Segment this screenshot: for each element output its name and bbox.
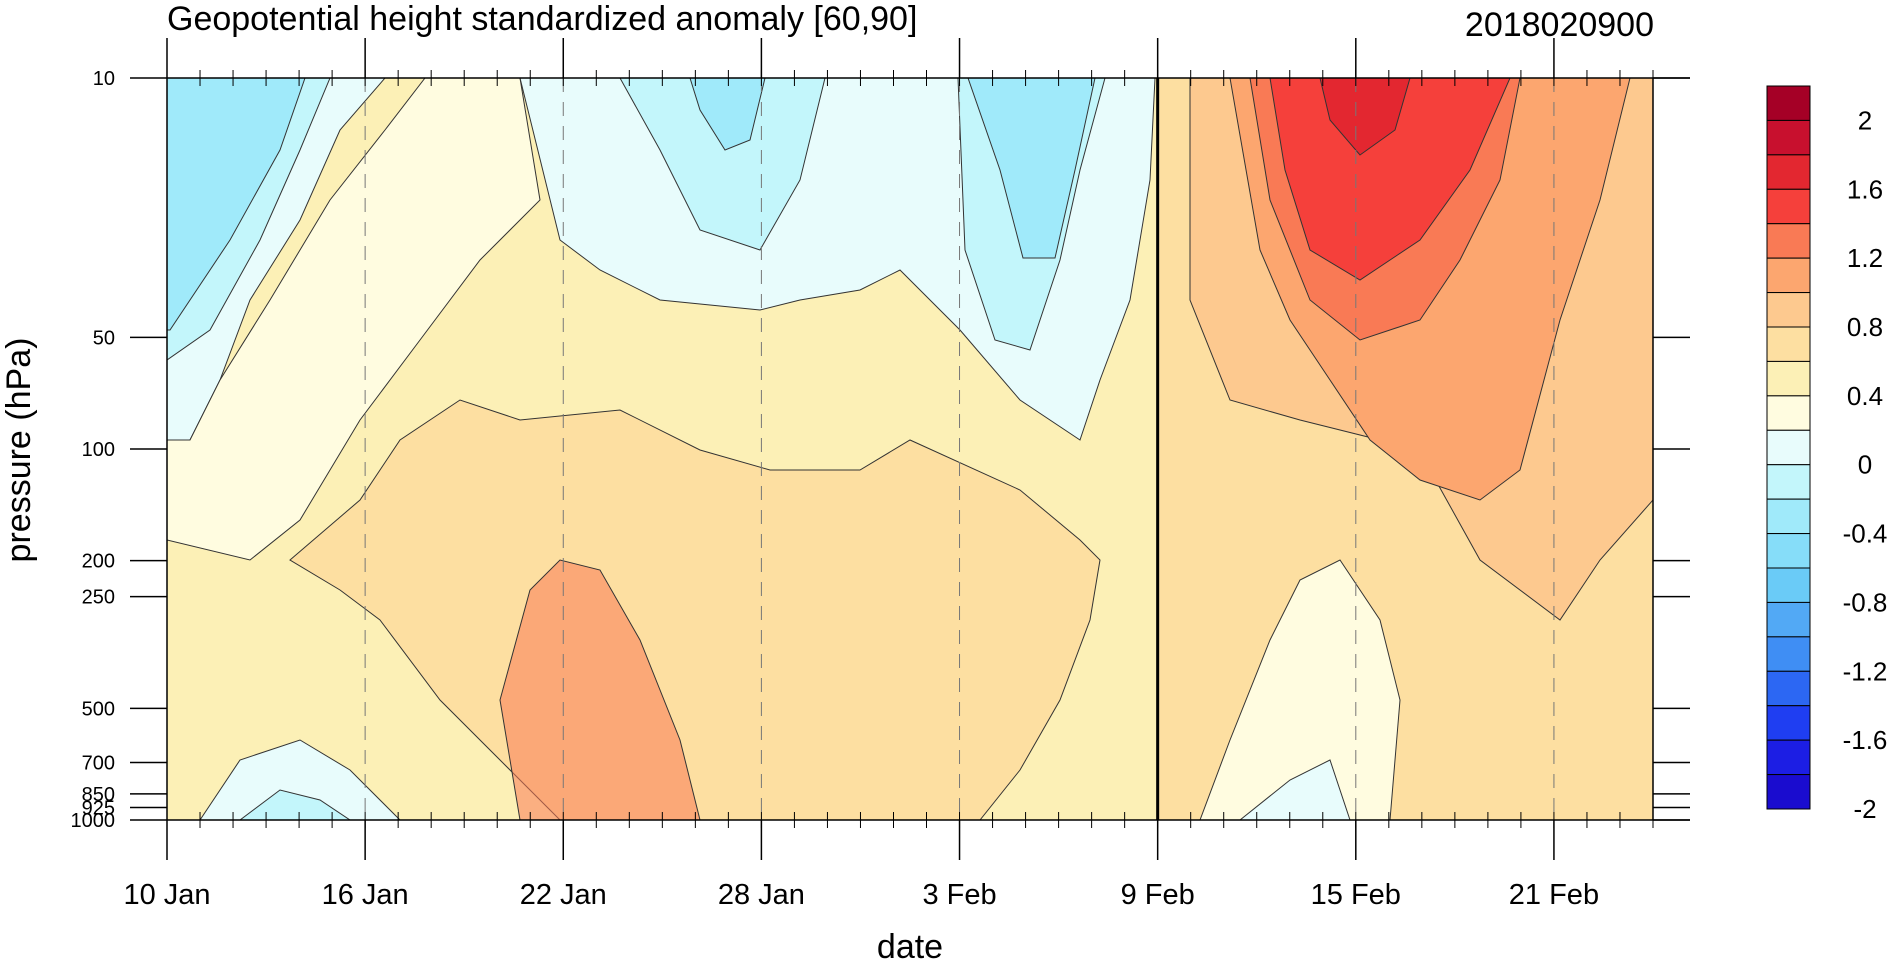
colorbar-swatch [1766,636,1811,672]
colorbar-swatch [1766,601,1811,638]
colorbar-swatch [1766,670,1811,707]
region-pos-mid [289,399,1101,820]
colorbar-label: 1.2 [1847,243,1883,273]
colorbar-swatch [1766,533,1811,569]
y-tick-label: 250 [82,587,115,609]
region-pos-right-core [1319,78,1411,156]
region-neg-upper-core [689,78,766,151]
colorbar-swatch [1766,739,1811,776]
region-neg-left-inner [167,78,306,331]
colorbar-swatch [1766,188,1811,225]
chart-subtitle: 2018020900 [1465,6,1654,44]
chart-title: Geopotential height standardized anomaly… [167,0,917,38]
y-tick-label: 1000 [71,810,116,832]
colorbar-swatch [1766,154,1811,190]
x-axis: 10 Jan 16 Jan 22 Jan 28 Jan 3 Feb 9 Feb 15 Feb… [123,38,1654,911]
y-tick-label: 700 [82,753,115,775]
colorbar-label: 1.6 [1847,174,1883,204]
colorbar-label: -1.2 [1843,656,1888,686]
colorbar-label: -2 [1853,794,1876,824]
colorbar-swatch [1766,223,1811,259]
colorbar-swatch [1766,395,1811,431]
region-neg-low-left-inner [239,789,351,820]
colorbar-swatch [1766,429,1811,466]
y-axis-title: pressure (hPa) [0,338,38,563]
x-tick-label: 16 Jan [322,879,409,911]
colorbar-label: -0.4 [1843,519,1888,549]
colorbar-swatch [1766,85,1811,121]
colorbar-swatch [1766,498,1811,535]
colorbar-label: 0.4 [1847,381,1883,411]
y-tick-label: 850 [82,784,115,806]
y-tick-label: 500 [82,698,115,720]
x-tick-label: 22 Jan [520,879,607,911]
colorbar-label: 0 [1858,450,1872,480]
colorbar-swatch [1766,326,1811,362]
y-tick-label: 200 [82,551,115,573]
y-tick-label: 10 [93,68,115,90]
colorbar: 2 1.6 1.2 0.8 0.4 0 -0.4 -0.8 -1.2 -1.6 -2 [1766,85,1888,824]
region-near-zero-right [1199,559,1401,820]
colorbar-swatch [1766,360,1811,397]
colorbar-swatch [1766,119,1811,156]
region-pos-right-stronger [1269,78,1511,281]
colorbar-label: 2 [1858,105,1872,135]
region-pos-low-left [499,559,701,820]
colorbar-swatch [1766,774,1811,810]
x-axis-title: date [877,928,943,963]
colorbar-swatch [1766,567,1811,603]
region-neg-upper-mid [619,78,826,251]
region-neg-low-right [1239,759,1351,820]
x-tick-label: 21 Feb [1509,879,1599,911]
colorbar-label: 0.8 [1847,312,1883,342]
x-tick-label: 3 Feb [922,879,996,911]
colorbar-swatch [1766,464,1811,500]
colorbar-swatch [1766,292,1811,328]
colorbar-swatch [1766,705,1811,741]
contour-field [167,78,1653,820]
colorbar-label: -1.6 [1843,725,1888,755]
colorbar-label: -0.8 [1843,587,1888,617]
y-tick-label: 50 [93,327,115,349]
x-tick-label: 10 Jan [123,879,210,911]
region-neg-low-left [199,739,401,820]
region-neg-feb-core [967,78,1096,259]
x-tick-label: 15 Feb [1311,879,1401,911]
colorbar-swatch [1766,257,1811,294]
x-tick-label: 9 Feb [1121,879,1195,911]
y-tick-label: 925 [82,797,115,819]
x-tick-label: 28 Jan [718,879,805,911]
y-tick-label: 100 [82,439,115,461]
region-near-zero-left [167,78,541,561]
